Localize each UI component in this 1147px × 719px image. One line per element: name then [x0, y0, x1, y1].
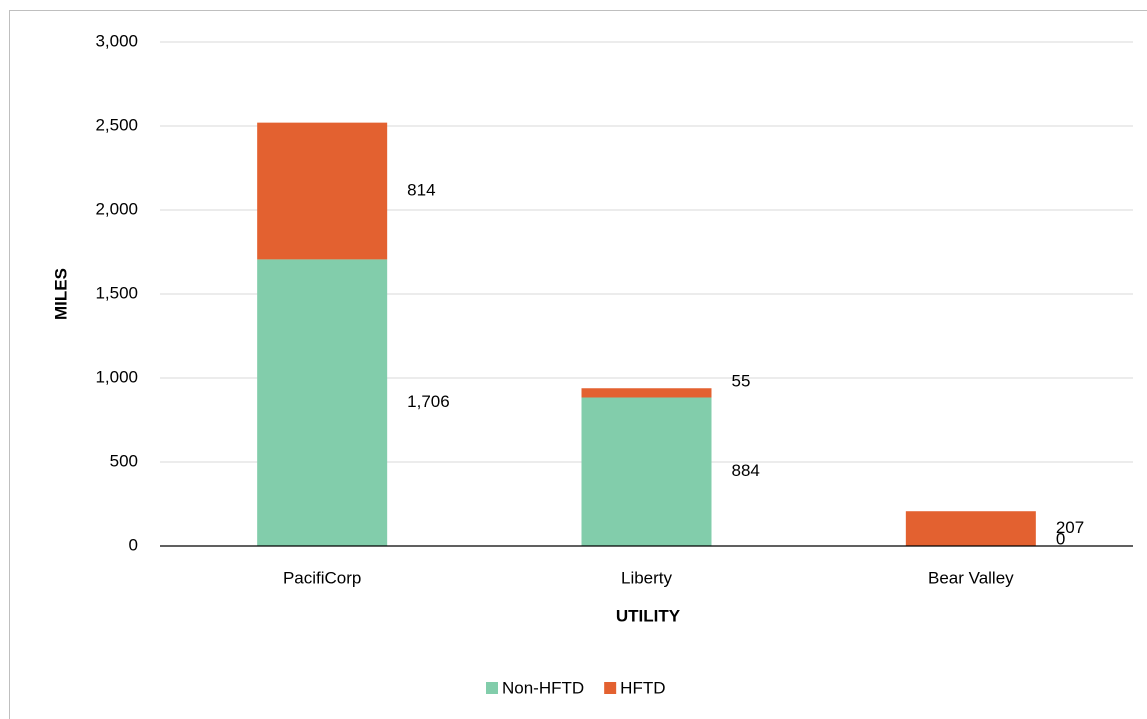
data-label: 1,706: [407, 392, 450, 411]
bar-segment: [905, 511, 1036, 546]
x-tick-label: PacifiCorp: [283, 568, 361, 587]
bar-segment: [257, 122, 388, 260]
bar-segment: [581, 397, 712, 546]
y-tick-label: 3,000: [95, 31, 138, 50]
data-label: 207: [1056, 518, 1084, 537]
x-axis-title: UTILITY: [616, 606, 681, 625]
legend-label: Non-HFTD: [502, 678, 584, 697]
bar-segment: [581, 388, 712, 398]
data-label: 884: [732, 461, 760, 480]
legend-swatch: [604, 682, 617, 694]
x-tick-label: Liberty: [621, 568, 673, 587]
y-tick-label: 2,000: [95, 199, 138, 218]
legend-label: HFTD: [620, 678, 665, 697]
data-label: 55: [732, 372, 751, 391]
y-axis-title: MILES: [51, 268, 70, 320]
data-label: 814: [407, 181, 435, 200]
y-tick-label: 1,000: [95, 367, 138, 386]
y-tick-label: 500: [110, 451, 138, 470]
y-tick-label: 0: [129, 535, 138, 554]
bar-segment: [257, 259, 388, 546]
data-label: 0: [1056, 529, 1065, 548]
x-tick-label: Bear Valley: [928, 568, 1014, 587]
chart-frame: [9, 10, 1147, 719]
legend-swatch: [486, 682, 498, 694]
y-tick-label: 2,500: [95, 115, 138, 134]
y-tick-label: 1,500: [95, 283, 138, 302]
